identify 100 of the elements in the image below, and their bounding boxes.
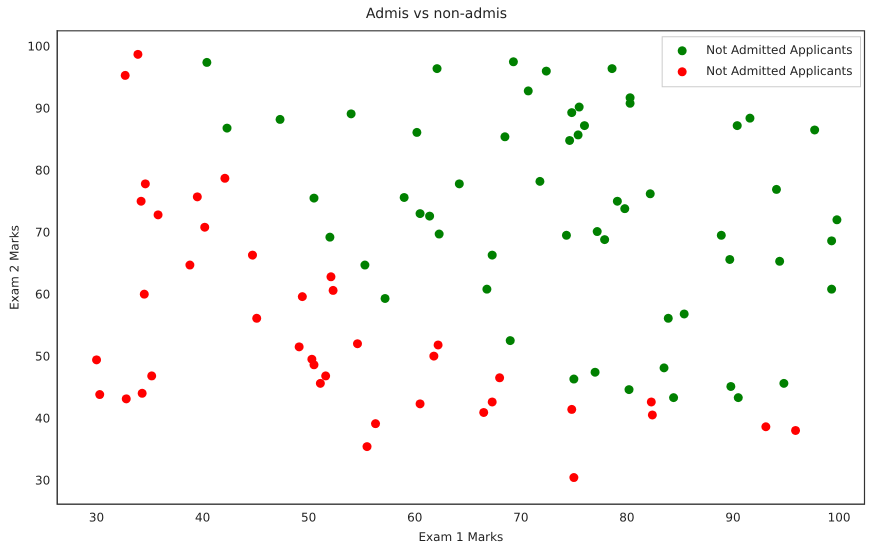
point — [479, 408, 488, 417]
legend-label: Not Admitted Applicants — [706, 42, 852, 57]
point — [120, 70, 130, 80]
point — [298, 292, 307, 302]
point — [779, 378, 788, 388]
point — [569, 374, 578, 384]
x-tick-label: 30 — [88, 510, 104, 525]
point — [680, 309, 689, 318]
point — [328, 286, 338, 295]
point — [222, 124, 232, 133]
point — [506, 336, 515, 346]
point — [600, 235, 610, 244]
point — [827, 236, 836, 246]
point — [565, 136, 574, 145]
x-tick-label: 50 — [301, 510, 316, 525]
x-axis-title: Exam 1 Marks — [418, 530, 504, 544]
point — [495, 373, 504, 382]
y-tick-label: 70 — [35, 226, 50, 240]
point — [294, 342, 304, 352]
legend-label: Not Admitted Applicants — [706, 64, 852, 78]
point — [321, 371, 330, 380]
point — [726, 382, 736, 391]
y-tick-label: 30 — [35, 473, 50, 488]
point — [791, 426, 800, 435]
point — [590, 368, 600, 377]
x-tick-label: 80 — [619, 510, 635, 525]
point — [416, 399, 425, 408]
point — [276, 114, 285, 124]
point — [252, 314, 262, 323]
y-tick-label: 40 — [35, 411, 50, 426]
point — [326, 272, 336, 282]
point — [827, 284, 836, 294]
point — [371, 419, 380, 428]
point — [542, 66, 551, 76]
point — [122, 394, 131, 404]
point — [136, 196, 146, 206]
point — [567, 404, 576, 414]
point — [592, 227, 602, 236]
point — [202, 58, 212, 67]
point — [434, 230, 444, 239]
point — [133, 50, 142, 59]
point — [325, 232, 334, 242]
chart-title: Admis vs non-admis — [366, 6, 508, 22]
point — [95, 390, 104, 400]
point — [562, 230, 571, 240]
point — [535, 176, 544, 186]
point — [140, 179, 150, 188]
point — [416, 209, 425, 218]
point — [360, 260, 370, 270]
point — [832, 215, 842, 224]
x-tick-label: 100 — [828, 510, 850, 525]
point — [624, 385, 634, 394]
point — [574, 130, 583, 140]
point — [488, 250, 497, 260]
point — [248, 250, 257, 260]
point — [309, 360, 318, 370]
point — [140, 290, 149, 299]
point — [147, 371, 156, 380]
point — [772, 184, 781, 194]
y-tick-label: 80 — [35, 164, 50, 178]
y-axis-title: Exam 2 Marks — [7, 225, 22, 310]
point — [612, 196, 622, 206]
point — [434, 340, 443, 350]
x-tick-label: 60 — [407, 510, 422, 525]
point — [669, 393, 678, 402]
point — [569, 473, 578, 482]
point — [620, 204, 630, 214]
point — [192, 192, 202, 202]
y-tick-label: 60 — [35, 288, 50, 302]
point — [429, 352, 438, 361]
point — [309, 194, 318, 203]
point — [761, 422, 770, 432]
y-tick-label: 100 — [27, 40, 50, 54]
point — [92, 355, 102, 364]
point — [716, 230, 726, 240]
point — [646, 397, 656, 406]
point — [454, 179, 464, 188]
x-tick-label: 40 — [194, 510, 210, 525]
point — [745, 114, 754, 123]
point — [646, 189, 655, 198]
point — [220, 174, 230, 183]
point — [362, 442, 372, 452]
x-tick-label: 90 — [725, 510, 741, 525]
point — [732, 121, 742, 130]
point — [346, 109, 356, 118]
x-tick-label: 70 — [513, 510, 528, 525]
point — [352, 339, 362, 348]
y-tick-label: 90 — [35, 102, 50, 116]
point — [508, 57, 518, 66]
point — [412, 128, 422, 137]
point — [400, 192, 409, 202]
point — [725, 254, 734, 264]
point — [432, 64, 442, 74]
point — [648, 410, 657, 420]
point — [810, 125, 820, 134]
point — [775, 256, 784, 266]
point — [660, 363, 669, 372]
point — [580, 121, 589, 130]
point — [608, 64, 617, 74]
point — [734, 393, 743, 402]
